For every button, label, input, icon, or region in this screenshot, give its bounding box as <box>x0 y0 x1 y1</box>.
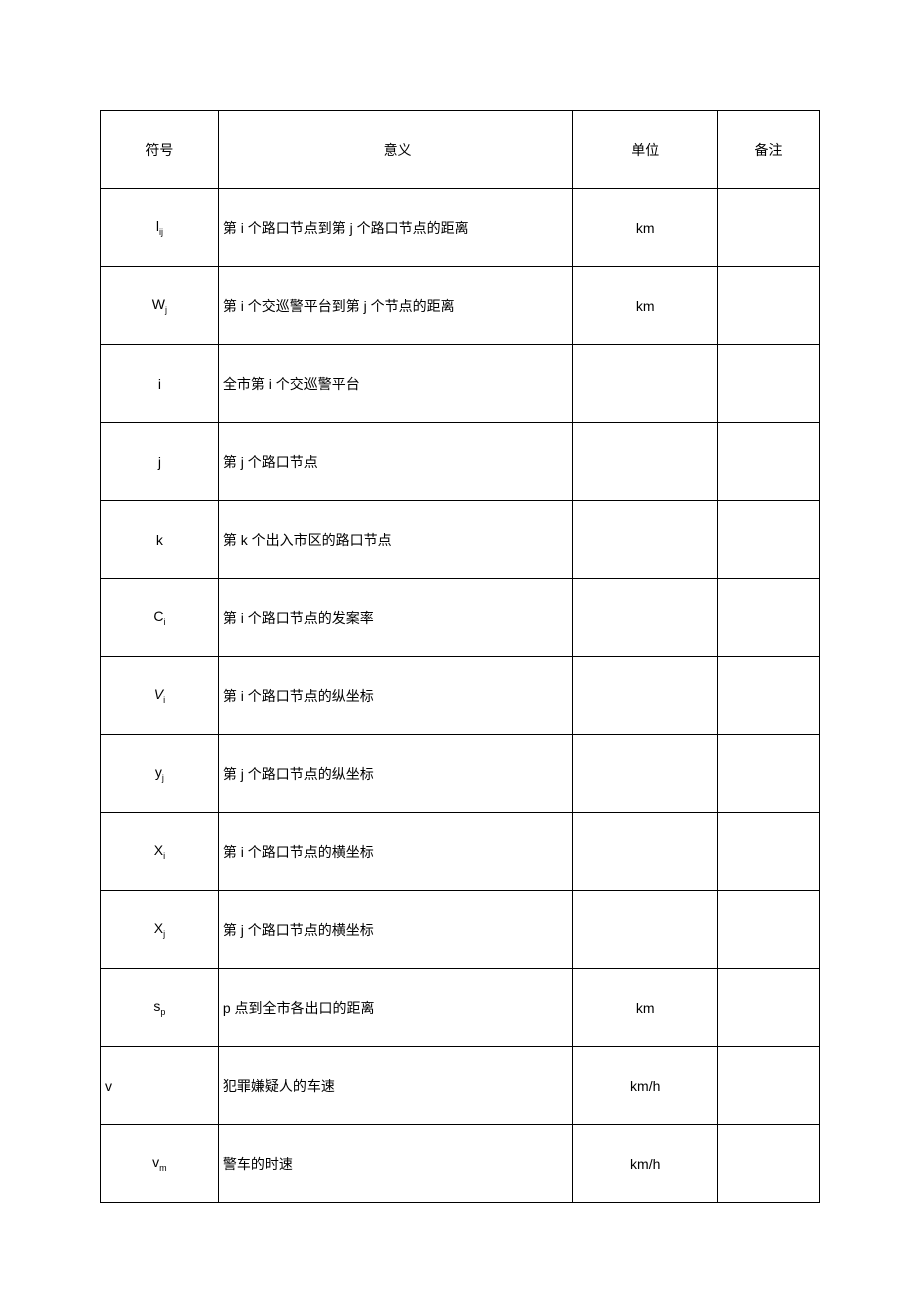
symbol-cell: k <box>101 501 219 579</box>
unit-cell: km <box>573 189 718 267</box>
table-body: lij第 i 个路口节点到第 j 个路口节点的距离kmWj第 i 个交巡警平台到… <box>101 189 820 1203</box>
symbol-cell: j <box>101 423 219 501</box>
data-table: 符号 意义 单位 备注 lij第 i 个路口节点到第 j 个路口节点的距离kmW… <box>100 110 820 1203</box>
table-row: v犯罪嫌疑人的车速km/h <box>101 1047 820 1125</box>
remark-cell <box>718 267 820 345</box>
table-row: lij第 i 个路口节点到第 j 个路口节点的距离km <box>101 189 820 267</box>
remark-cell <box>718 657 820 735</box>
remark-cell <box>718 1125 820 1203</box>
symbol-cell: i <box>101 345 219 423</box>
remark-cell <box>718 189 820 267</box>
table-row: spp 点到全市各出口的距离km <box>101 969 820 1047</box>
remark-cell <box>718 423 820 501</box>
table-row: Vi第 i 个路口节点的纵坐标 <box>101 657 820 735</box>
unit-cell: km <box>573 267 718 345</box>
meaning-cell: 第 i 个交巡警平台到第 j 个节点的距离 <box>218 267 572 345</box>
symbol-cell: yj <box>101 735 219 813</box>
table-row: i全市第 i 个交巡警平台 <box>101 345 820 423</box>
unit-cell <box>573 501 718 579</box>
meaning-cell: 第 j 个路口节点的纵坐标 <box>218 735 572 813</box>
table-row: j第 j 个路口节点 <box>101 423 820 501</box>
table-header-row: 符号 意义 单位 备注 <box>101 111 820 189</box>
meaning-cell: 警车的时速 <box>218 1125 572 1203</box>
unit-cell: km/h <box>573 1047 718 1125</box>
symbol-cell: Wj <box>101 267 219 345</box>
unit-cell <box>573 813 718 891</box>
symbol-cell: Xi <box>101 813 219 891</box>
symbol-cell: Vi <box>101 657 219 735</box>
table-row: Xi第 i 个路口节点的横坐标 <box>101 813 820 891</box>
unit-cell <box>573 657 718 735</box>
symbol-cell: sp <box>101 969 219 1047</box>
symbol-cell: Xj <box>101 891 219 969</box>
meaning-cell: 第 i 个路口节点的纵坐标 <box>218 657 572 735</box>
remark-cell <box>718 345 820 423</box>
unit-cell <box>573 735 718 813</box>
meaning-cell: 第 i 个路口节点到第 j 个路口节点的距离 <box>218 189 572 267</box>
symbol-cell: vm <box>101 1125 219 1203</box>
remark-cell <box>718 1047 820 1125</box>
unit-cell <box>573 345 718 423</box>
header-unit: 单位 <box>573 111 718 189</box>
table-row: Wj第 i 个交巡警平台到第 j 个节点的距离km <box>101 267 820 345</box>
header-remark: 备注 <box>718 111 820 189</box>
header-symbol: 符号 <box>101 111 219 189</box>
meaning-cell: 第 j 个路口节点 <box>218 423 572 501</box>
symbol-definition-table: 符号 意义 单位 备注 lij第 i 个路口节点到第 j 个路口节点的距离kmW… <box>100 110 820 1203</box>
symbol-cell: v <box>101 1047 219 1125</box>
symbol-cell: lij <box>101 189 219 267</box>
unit-cell: km/h <box>573 1125 718 1203</box>
remark-cell <box>718 501 820 579</box>
meaning-cell: 第 i 个路口节点的发案率 <box>218 579 572 657</box>
table-row: vm警车的时速km/h <box>101 1125 820 1203</box>
unit-cell <box>573 579 718 657</box>
meaning-cell: 第 j 个路口节点的横坐标 <box>218 891 572 969</box>
remark-cell <box>718 813 820 891</box>
table-row: Xj第 j 个路口节点的横坐标 <box>101 891 820 969</box>
meaning-cell: 犯罪嫌疑人的车速 <box>218 1047 572 1125</box>
remark-cell <box>718 891 820 969</box>
unit-cell <box>573 423 718 501</box>
unit-cell: km <box>573 969 718 1047</box>
remark-cell <box>718 735 820 813</box>
table-row: Ci第 i 个路口节点的发案率 <box>101 579 820 657</box>
meaning-cell: p 点到全市各出口的距离 <box>218 969 572 1047</box>
header-meaning: 意义 <box>218 111 572 189</box>
unit-cell <box>573 891 718 969</box>
table-row: k第 k 个出入市区的路口节点 <box>101 501 820 579</box>
remark-cell <box>718 969 820 1047</box>
meaning-cell: 第 k 个出入市区的路口节点 <box>218 501 572 579</box>
symbol-cell: Ci <box>101 579 219 657</box>
meaning-cell: 第 i 个路口节点的横坐标 <box>218 813 572 891</box>
table-row: yj第 j 个路口节点的纵坐标 <box>101 735 820 813</box>
remark-cell <box>718 579 820 657</box>
meaning-cell: 全市第 i 个交巡警平台 <box>218 345 572 423</box>
